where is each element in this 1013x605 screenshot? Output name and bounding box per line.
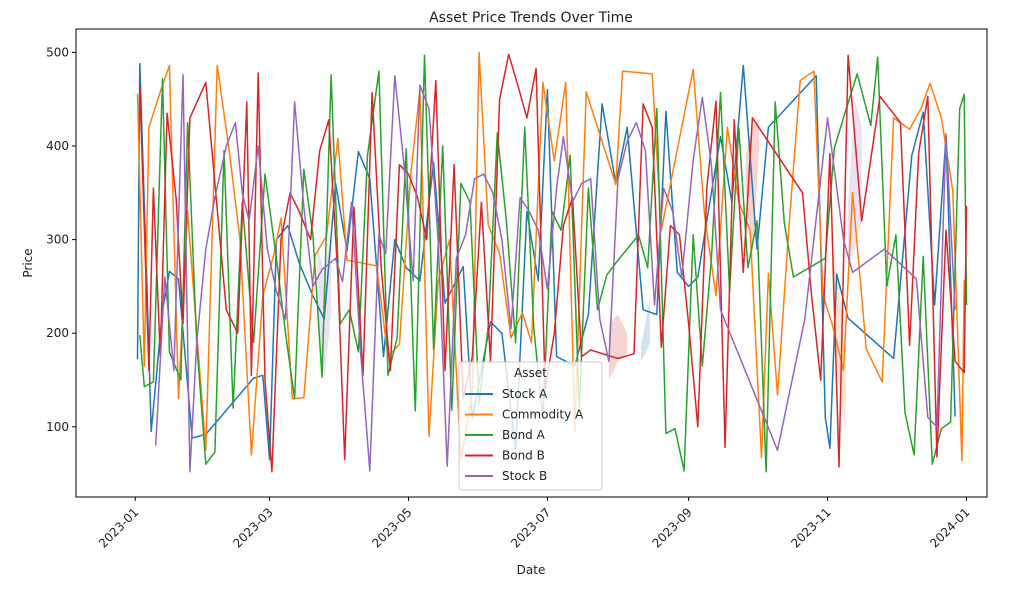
series-line-stock-b	[154, 74, 956, 473]
y-tick-label: 300	[46, 233, 69, 247]
legend-box	[458, 361, 603, 491]
ci-band-stock-a	[640, 295, 650, 362]
ci-band-bond-b	[608, 314, 628, 380]
y-axis-label: Price	[21, 248, 35, 277]
legend-title: Asset	[514, 366, 547, 380]
legend: Asset Stock A Commodity A Bond A Bond B Stock…	[458, 361, 603, 491]
chart-title: Asset Price Trends Over Time	[429, 10, 633, 26]
legend-label-stock-b: Stock B	[502, 469, 547, 483]
series-line-commodity-a	[136, 51, 965, 462]
plot-frame	[75, 28, 988, 498]
y-tick-label: 400	[46, 139, 69, 153]
legend-label-bond-a: Bond A	[502, 428, 546, 442]
y-tick-label: 500	[46, 45, 69, 59]
y-tick-label: 100	[46, 420, 69, 434]
legend-label-stock-a: Stock A	[502, 387, 548, 401]
x-axis-label: Date	[517, 563, 546, 577]
y-tick-label: 200	[46, 326, 69, 340]
legend-label-bond-b: Bond B	[502, 449, 545, 463]
y-axis-ticks: 100 200 300 400 500	[46, 45, 76, 434]
legend-label-commodity-a: Commodity A	[502, 408, 584, 422]
series-line-bond-b	[139, 53, 968, 473]
